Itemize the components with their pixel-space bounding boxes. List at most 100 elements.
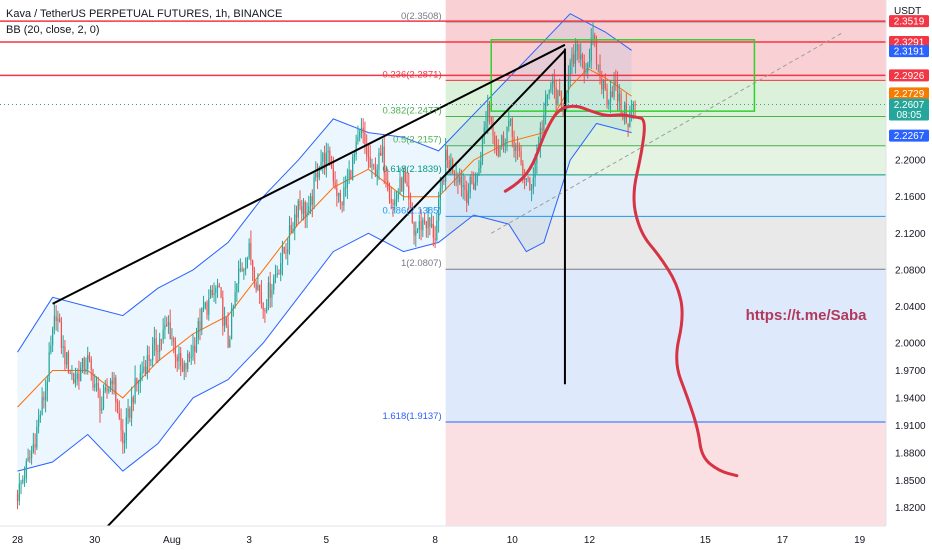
candle (594, 35, 596, 40)
candle (473, 183, 475, 190)
candle (143, 366, 145, 372)
candle (157, 350, 159, 353)
candle (427, 217, 429, 229)
candle (211, 289, 213, 296)
candle (413, 222, 415, 236)
candle (227, 325, 229, 348)
y-tick-label: 2.1600 (895, 192, 926, 203)
candle (392, 202, 394, 205)
candle (588, 60, 591, 65)
x-tick-label: 10 (507, 535, 519, 546)
candle (422, 219, 424, 231)
y-tick-label: 2.0000 (895, 339, 926, 350)
wedge-lower-line (104, 49, 566, 530)
candle (418, 221, 420, 230)
candle (67, 352, 70, 373)
candle (136, 378, 138, 384)
candle (239, 268, 241, 270)
candle (339, 192, 341, 203)
candle (127, 408, 129, 418)
projection-path (503, 104, 739, 478)
candle (108, 389, 110, 392)
candle (159, 339, 161, 353)
candle (618, 93, 620, 102)
candle (111, 380, 113, 385)
candle (602, 80, 605, 90)
candle (408, 186, 410, 200)
candle (83, 358, 85, 372)
candle (230, 309, 233, 340)
candle (27, 457, 29, 462)
candle (401, 177, 403, 192)
candle (425, 221, 427, 229)
fib-zone (445, 0, 886, 23)
candle (199, 320, 201, 330)
candle (208, 298, 210, 315)
candle (502, 135, 505, 145)
candle (185, 362, 187, 370)
indicator-title[interactable]: BB (20, close, 2, 0) (6, 24, 100, 36)
candle (345, 187, 347, 189)
candle (106, 387, 108, 392)
candle (236, 283, 238, 293)
candle (429, 217, 431, 227)
candle (478, 168, 480, 175)
x-tick-label: 8 (432, 535, 438, 546)
candle (329, 150, 331, 165)
candle (390, 198, 392, 203)
candle (190, 357, 192, 359)
symbol-title[interactable]: Kava / TetherUS PERPETUAL FUTURES, 1h, B… (6, 8, 283, 20)
candle (295, 214, 298, 218)
candle (43, 397, 45, 401)
candle (611, 91, 613, 97)
candle (450, 159, 452, 171)
candle (22, 479, 24, 483)
candle (569, 62, 571, 75)
x-tick-label: 19 (854, 535, 866, 546)
candle (313, 177, 315, 205)
candle (259, 284, 261, 293)
countdown-label: 08:05 (896, 110, 921, 121)
candle (543, 114, 545, 131)
bb-fill (17, 13, 632, 472)
candle (302, 202, 305, 214)
fib-level-label: 0.786(2.1385) (382, 205, 441, 216)
candle (459, 176, 461, 183)
candle (595, 39, 598, 65)
candle (369, 157, 371, 167)
candle (432, 224, 434, 238)
candle (467, 192, 470, 204)
candle (490, 116, 492, 122)
candle (129, 408, 131, 419)
candle (445, 149, 447, 182)
candle (481, 136, 484, 162)
candle (169, 322, 171, 340)
time-axis: 28 30 Aug 3 5 8 10 12 15 17 19 (0, 525, 932, 550)
candle (620, 93, 622, 114)
candle (294, 214, 296, 229)
candle (511, 118, 513, 137)
candle (522, 163, 524, 176)
candle (557, 90, 559, 105)
candle (85, 368, 87, 372)
candle (23, 478, 26, 480)
candle (592, 35, 594, 39)
candle (115, 377, 117, 403)
price-label-text: 2.3291 (894, 37, 925, 48)
x-tick-label: 15 (700, 535, 712, 546)
candle (266, 306, 268, 312)
candle (174, 341, 177, 358)
candle (166, 325, 168, 327)
candle (50, 345, 52, 353)
candle (350, 170, 352, 180)
candle (513, 136, 515, 151)
candle (269, 282, 271, 298)
candle (552, 79, 554, 84)
candle (60, 322, 63, 348)
candle (48, 352, 50, 382)
fib-level-label: 0.618(2.1839) (382, 164, 441, 175)
candle (285, 252, 287, 254)
fib-level-label: 0(2.3508) (401, 11, 442, 22)
candle (292, 228, 294, 233)
